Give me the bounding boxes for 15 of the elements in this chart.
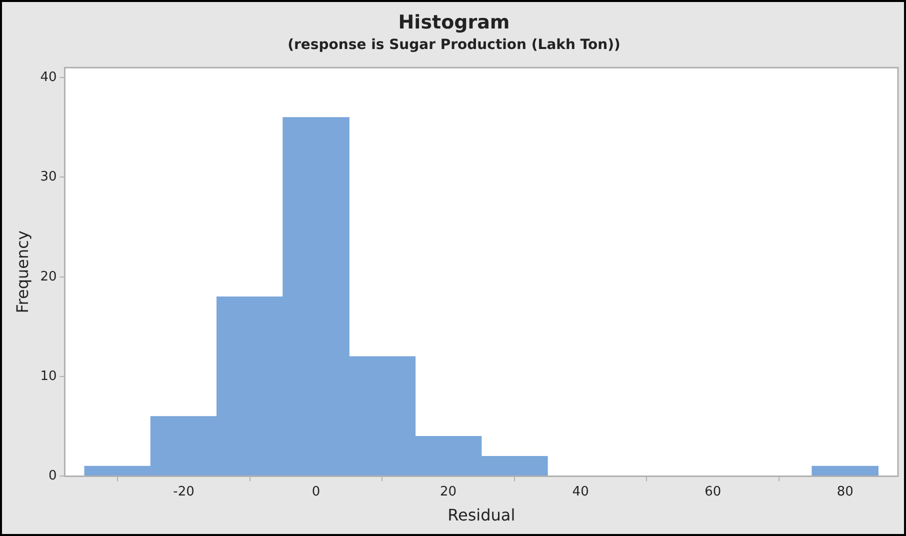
x-axis-title: Residual — [448, 506, 516, 525]
y-tick-label: 30 — [40, 170, 57, 185]
x-tick-label: -20 — [173, 484, 194, 500]
x-tick-label: 0 — [312, 484, 320, 500]
y-tick-label: 0 — [48, 468, 57, 484]
x-tick-label: 40 — [572, 484, 589, 500]
y-tick-label: 40 — [40, 70, 57, 85]
y-tick-label: 20 — [40, 269, 57, 284]
x-tick-label: 80 — [836, 484, 854, 500]
x-tick-label: 60 — [704, 484, 722, 500]
chart-title: Histogram — [398, 11, 510, 34]
x-tick-label: 20 — [440, 484, 457, 500]
y-axis-title: Frequency — [12, 230, 32, 314]
chart-subtitle: (response is Sugar Production (Lakh Ton)) — [288, 36, 620, 53]
y-tick-label: 10 — [40, 368, 57, 384]
